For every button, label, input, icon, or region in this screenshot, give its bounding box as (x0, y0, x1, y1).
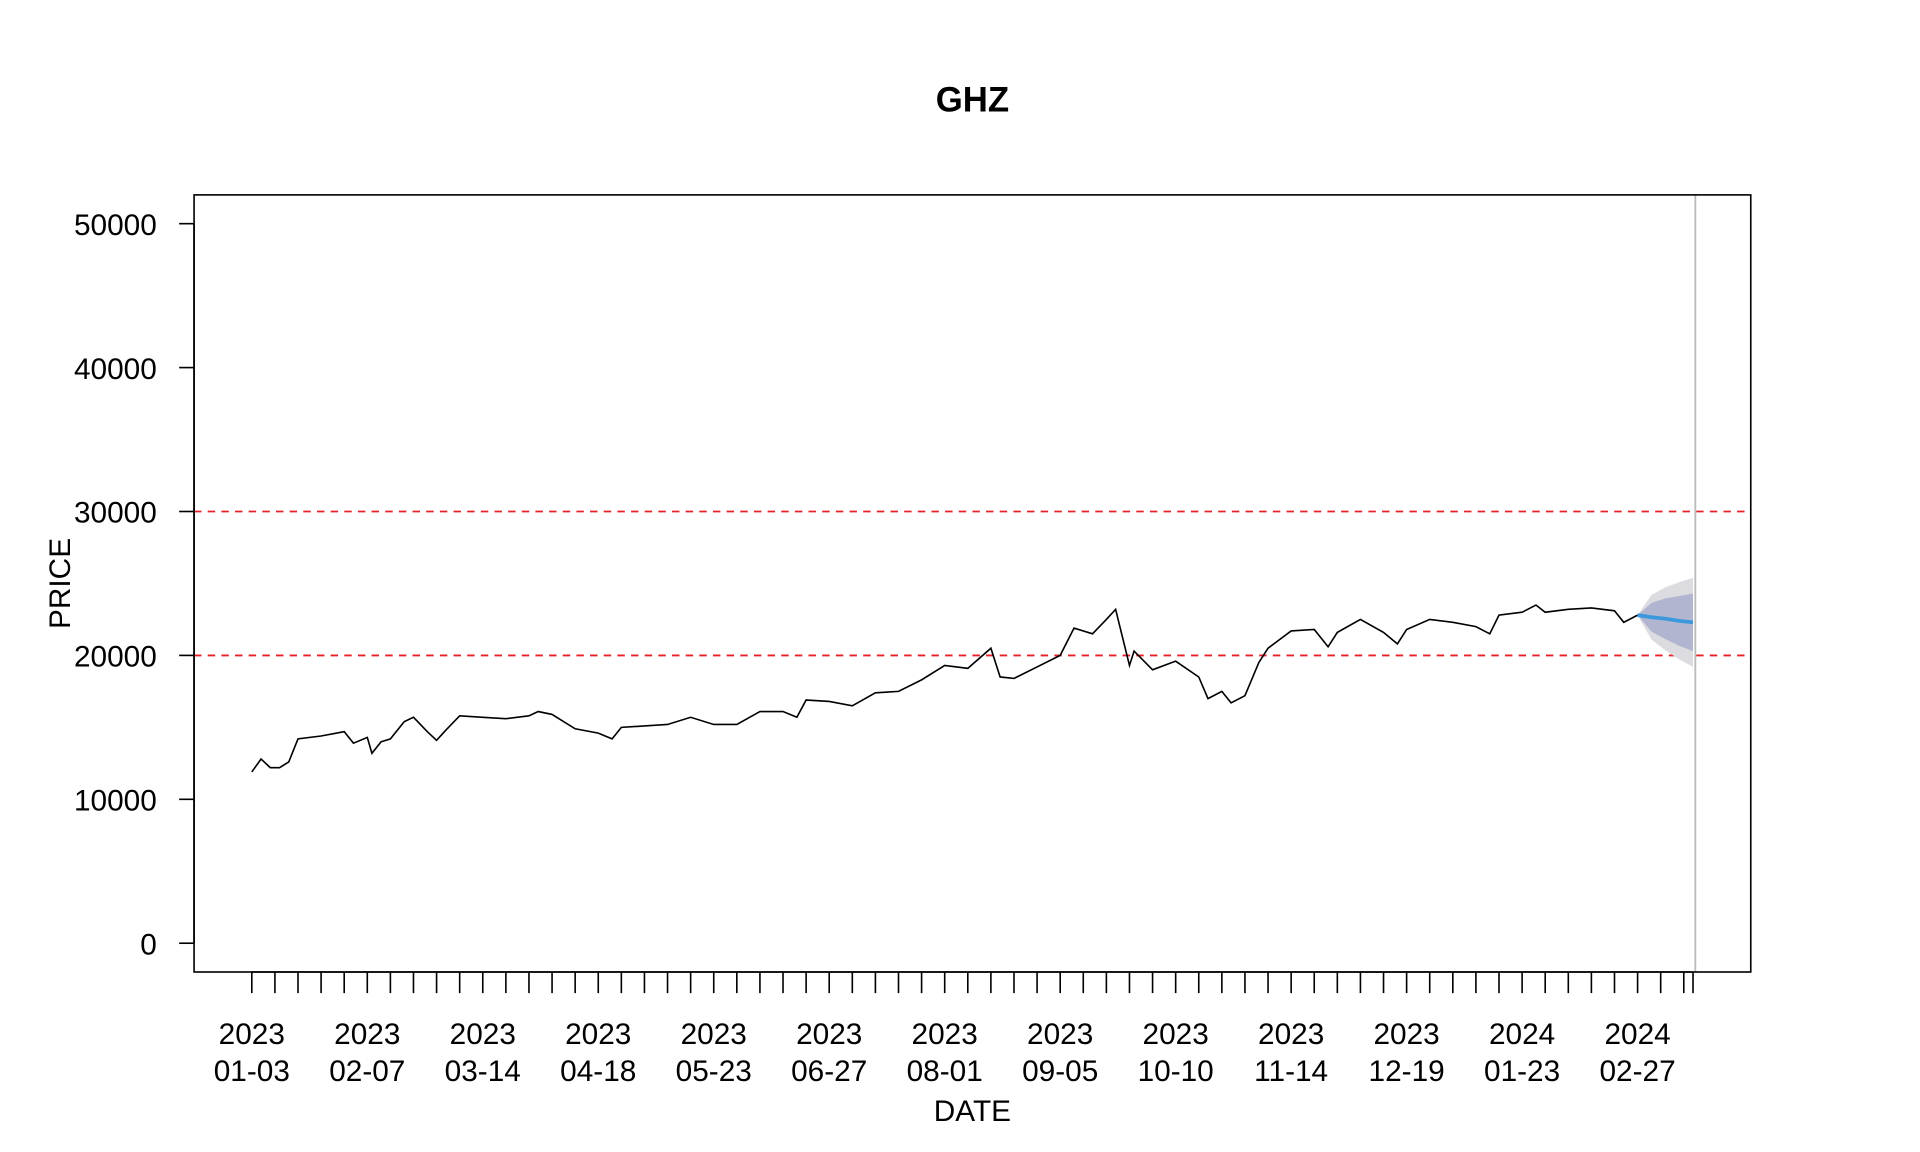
y-tick-label: 50000 (74, 209, 157, 242)
chart-title: GHZ (936, 82, 1009, 120)
x-tick-label: 2023 09-05 (1022, 1018, 1098, 1088)
x-tick-label: 2023 08-01 (907, 1018, 983, 1088)
forecast-line (1637, 613, 1694, 625)
x-tick-label: 2024 01-23 (1484, 1018, 1560, 1088)
x-tick-label: 2023 01-03 (214, 1018, 290, 1088)
x-tick-label: 2023 03-14 (445, 1018, 521, 1088)
y-tick-label: 10000 (74, 784, 157, 817)
y-axis-label: PRICE (44, 538, 77, 629)
y-tick-label: 40000 (74, 353, 157, 386)
plot-frame (193, 194, 1752, 973)
x-tick-label: 2023 05-23 (676, 1018, 752, 1088)
y-tick-label: 0 (140, 928, 157, 961)
x-tick-label: 2023 04-18 (560, 1018, 636, 1088)
y-tick-label: 30000 (74, 497, 157, 530)
forecast-band-80 (1637, 593, 1694, 652)
x-axis-label: DATE (934, 1095, 1011, 1128)
x-tick-label: 2023 12-19 (1369, 1018, 1445, 1088)
x-tick-label: 2023 02-07 (329, 1018, 405, 1088)
x-tick-label: 2023 06-27 (791, 1018, 867, 1088)
x-tick-label: 2023 11-14 (1254, 1018, 1328, 1088)
x-tick-label: 2024 02-27 (1600, 1018, 1676, 1088)
y-tick-label: 20000 (74, 641, 157, 674)
price-line (251, 604, 1638, 773)
x-tick-label: 2023 10-10 (1138, 1018, 1214, 1088)
